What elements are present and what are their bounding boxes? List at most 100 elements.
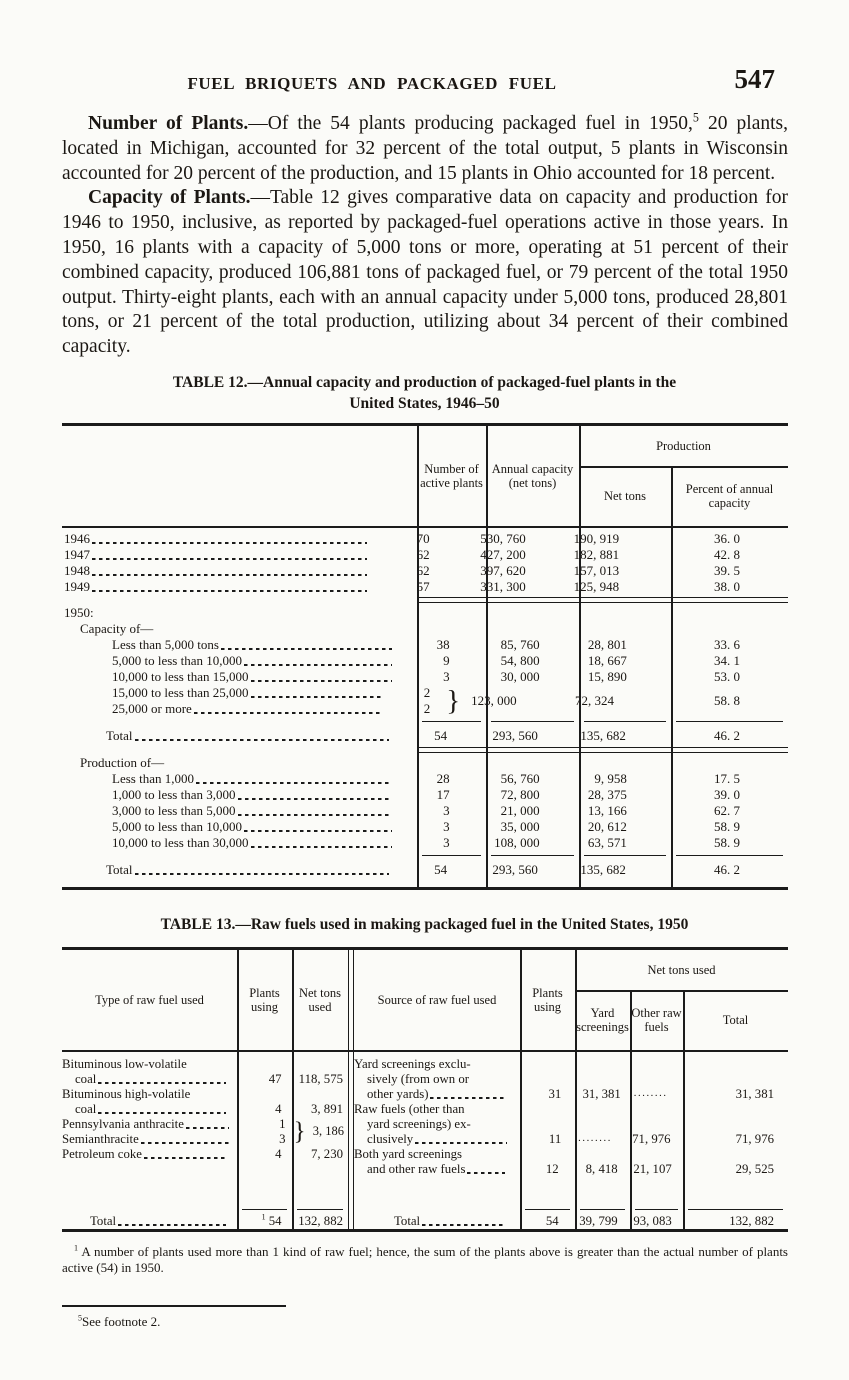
row-label: clusively <box>367 1131 414 1146</box>
paragraph-text: —Table 12 gives comparative data on capa… <box>62 187 788 358</box>
row-label-line1: Yard screenings exclu- <box>354 1056 471 1071</box>
cell-plants: 2 <box>423 684 431 700</box>
table-row-1949: 1949 57 331, 300 125, 948 38. 0 <box>62 579 788 595</box>
footnote-5: 5See footnote 2. <box>62 1314 788 1331</box>
col-header-type-of-raw-fuel: Type of raw fuel used <box>95 992 204 1007</box>
cell-plants: 17 <box>436 786 450 802</box>
cell-capacity: 30, 000 <box>500 668 540 684</box>
row-label-cell: Total <box>62 862 392 878</box>
row-label: 1946 <box>64 530 90 546</box>
table12-title: TABLE 12.—Annual capacity and production… <box>0 372 849 414</box>
cell-net-tons: 18, 667 <box>587 652 627 668</box>
total-rule <box>491 854 574 856</box>
col-header-number-of-active-plants: Number of active plants <box>420 461 483 490</box>
vertical-rule <box>630 989 632 1229</box>
vertical-rule <box>520 949 522 1229</box>
paragraph-lead: Number of Plants. <box>88 113 249 134</box>
stub-header-cell <box>62 426 417 526</box>
dot-leader <box>237 803 392 819</box>
row-label: 15,000 to less than 25,000 <box>112 684 249 700</box>
table13-right-body: Yard screenings exclu- sively (from own … <box>354 1050 788 1229</box>
vertical-rule <box>579 425 581 887</box>
table-row-capacity-3: 10,000 to less than 15,000 3 30, 000 15,… <box>62 669 788 685</box>
paragraph-lead: Capacity of Plants. <box>88 187 251 209</box>
cell-capacity: 35, 000 <box>500 818 540 834</box>
cell-plants-using: 54 <box>545 1213 559 1228</box>
row-label: coal <box>75 1101 97 1116</box>
dot-leader <box>415 1132 508 1147</box>
subsection-label: Production of— <box>80 754 165 770</box>
row-label: other yards) <box>367 1086 429 1101</box>
dot-leader <box>143 1147 227 1162</box>
table-row-yard-screenings-exclusively: Yard screenings exclu- sively (from own … <box>354 1057 788 1102</box>
total-label-line: Total <box>354 1214 508 1229</box>
row-label: 1949 <box>64 578 90 594</box>
col-header-percent-of-annual-capacity: Percent of annual capacity <box>685 481 774 510</box>
col-header-total: Total <box>722 1012 749 1027</box>
cell-capacity: 331, 300 <box>480 578 526 594</box>
dot-leader <box>140 1132 230 1147</box>
horizontal-rule <box>62 525 788 528</box>
table13-title: TABLE 13.—Raw fuels used in making packa… <box>0 914 849 935</box>
rule-cell <box>630 1208 683 1210</box>
total-rule <box>422 720 481 722</box>
col-group-net-tons-used: Net tons used Yard screen­ings Other raw… <box>575 950 788 1050</box>
table-row-petroleum-coke: Petroleum coke 4 7, 230 <box>62 1147 348 1162</box>
body-text: Number of Plants.—Of the 54 plants produ… <box>0 96 849 360</box>
row-label: Less than 1,000 <box>112 770 194 786</box>
dot-leader <box>92 531 368 547</box>
cell-other-raw-fuels: 93, 083 <box>633 1213 672 1228</box>
footnote-text: See footnote 2. <box>82 1313 161 1329</box>
row-label-line2: yard screenings) ex- <box>367 1116 471 1131</box>
cell-capacity: 54, 800 <box>500 652 540 668</box>
double-vertical-rule <box>348 949 354 1229</box>
total-rule-row <box>62 851 788 860</box>
table12-body: 1946 70 530, 760 190, 919 36. 0 1947 62 … <box>62 526 788 887</box>
table12-title-label: TABLE 12. <box>172 373 248 391</box>
table-row-braced-pair: 15,000 to less than 25,000 25,000 or mor… <box>62 685 788 717</box>
row-label: 1947 <box>64 546 90 562</box>
dot-leader <box>195 771 392 787</box>
cell-plants: 28 <box>436 770 450 786</box>
table-row-capacity-1: Less than 5,000 tons 38 85, 760 28, 801 … <box>62 637 788 653</box>
table-row-1946: 1946 70 530, 760 190, 919 36. 0 <box>62 531 788 547</box>
dot-leader <box>237 787 392 803</box>
total-rule <box>676 720 783 722</box>
table12-title-line1: —Annual capacity and production of packa… <box>247 373 677 391</box>
table12-wrapper: Number of active plants Annual ca­pacity… <box>62 422 788 890</box>
table13-left-half: Type of raw fuel used Plants using Net t… <box>62 949 348 1229</box>
row-label: 3,000 to less than 5,000 <box>112 802 236 818</box>
table13-title-label: TABLE 13. <box>160 915 236 933</box>
cell-percent: 62. 7 <box>714 802 741 818</box>
row-label-cell: 10,000 to less than 15,000 <box>62 669 395 685</box>
brace-glyph: } <box>446 684 461 717</box>
row-label-line2: sively (from own or <box>367 1071 470 1086</box>
total-row-left: Total 1 54 132, 882 <box>62 1213 348 1229</box>
paragraph-text: 20 plants, located in Michigan, accounte… <box>62 113 788 184</box>
cell-net-tons: 157, 013 <box>573 562 620 578</box>
cell-capacity: 72, 800 <box>500 786 540 802</box>
table13-left-header: Type of raw fuel used Plants using Net t… <box>62 950 348 1050</box>
row-label-cell: Petroleum coke <box>62 1147 229 1162</box>
cell-capacity: 530, 760 <box>480 530 526 546</box>
table-row-production-2: 1,000 to less than 3,000 17 72, 800 28, … <box>62 787 788 803</box>
row-label: 1948 <box>64 562 90 578</box>
row-label-cell: Bituminous low-volatile coal <box>62 1057 229 1087</box>
row-label-line3: clusively <box>354 1132 510 1147</box>
page-number: 547 <box>734 64 776 94</box>
cell-plants-using: 1 <box>279 1116 286 1131</box>
cell-net-tons-used: 7, 230 <box>311 1146 343 1161</box>
col-header-net-tons-used: Net tons used <box>298 985 341 1014</box>
cell-net-tons: 135, 682 <box>580 727 626 743</box>
total-rule <box>584 720 666 722</box>
cell-net-tons: 182, 881 <box>573 546 620 562</box>
row-label-cell: Semianthracite <box>62 1132 232 1147</box>
total-plants: 54 <box>268 1213 282 1228</box>
col-header-net-tons: Net tons <box>603 488 646 503</box>
cell-net-tons: 15, 890 <box>587 668 627 684</box>
row-label: 5,000 to less than 10,000 <box>112 818 242 834</box>
row-label-cell: Raw fuels (other than yard screenings) e… <box>354 1102 510 1147</box>
production-subheaders: Net tons Percent of annual capacity <box>579 466 788 526</box>
cell-net-tons-braced: } 3, 186 <box>294 1117 348 1147</box>
spacer <box>354 1177 788 1205</box>
